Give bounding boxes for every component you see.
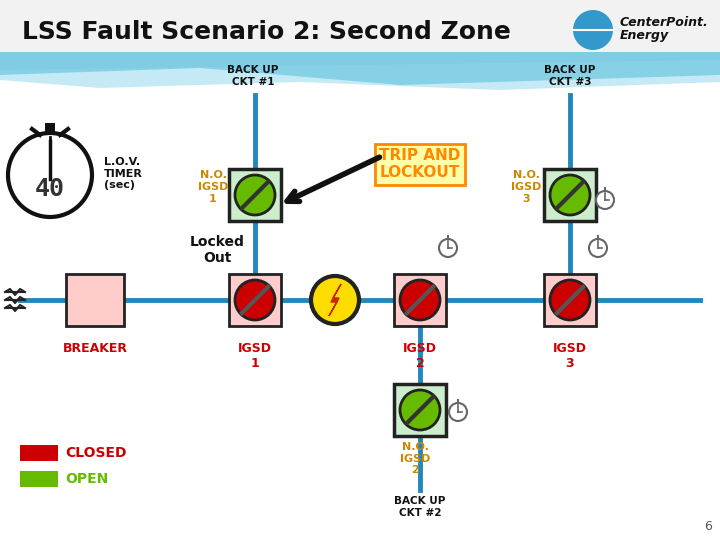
- Text: L.O.V.
TIMER
(sec): L.O.V. TIMER (sec): [104, 157, 143, 190]
- Circle shape: [449, 403, 467, 421]
- Text: CenterPoint.: CenterPoint.: [620, 16, 708, 29]
- Circle shape: [573, 10, 613, 50]
- Circle shape: [589, 239, 607, 257]
- Text: BACK UP
CKT #3: BACK UP CKT #3: [544, 65, 595, 87]
- Bar: [544, 169, 596, 221]
- Bar: [0, 0, 720, 52]
- Bar: [544, 274, 596, 326]
- Bar: [20, 471, 58, 487]
- Text: N.O.
IGSD
2: N.O. IGSD 2: [400, 442, 430, 475]
- Text: IGSD
3: IGSD 3: [553, 342, 587, 370]
- Text: Locked
Out: Locked Out: [189, 235, 244, 265]
- Text: BACK UP
CKT #2: BACK UP CKT #2: [395, 496, 446, 518]
- Polygon shape: [0, 52, 720, 85]
- Text: BACK UP
CKT #1: BACK UP CKT #1: [228, 65, 279, 87]
- Text: N.O.
IGSD
3: N.O. IGSD 3: [510, 171, 541, 204]
- Circle shape: [235, 175, 275, 215]
- Circle shape: [400, 280, 440, 320]
- Text: IGSD
2: IGSD 2: [403, 342, 437, 370]
- Text: Energy: Energy: [620, 30, 669, 43]
- Bar: [229, 274, 281, 326]
- Circle shape: [550, 175, 590, 215]
- Text: 6: 6: [704, 520, 712, 533]
- Circle shape: [311, 276, 359, 324]
- Text: LSS Fault Scenario 2: Second Zone: LSS Fault Scenario 2: Second Zone: [22, 20, 511, 44]
- Bar: [394, 384, 446, 436]
- Text: 40: 40: [35, 177, 65, 201]
- Text: N.O.
IGSD
1: N.O. IGSD 1: [198, 171, 228, 204]
- Bar: [20, 445, 58, 461]
- Circle shape: [400, 390, 440, 430]
- Bar: [45, 123, 55, 133]
- Circle shape: [235, 280, 275, 320]
- Text: OPEN: OPEN: [65, 472, 108, 486]
- Bar: [66, 274, 124, 326]
- Bar: [394, 274, 446, 326]
- Circle shape: [439, 239, 457, 257]
- Text: BREAKER: BREAKER: [63, 342, 127, 355]
- Text: CLOSED: CLOSED: [65, 446, 127, 460]
- Text: TRIP AND
LOCKOUT: TRIP AND LOCKOUT: [379, 148, 461, 180]
- Circle shape: [596, 191, 614, 209]
- Bar: [229, 169, 281, 221]
- Polygon shape: [0, 60, 720, 90]
- Polygon shape: [329, 284, 341, 316]
- Circle shape: [550, 280, 590, 320]
- Text: IGSD
1: IGSD 1: [238, 342, 272, 370]
- Circle shape: [8, 133, 92, 217]
